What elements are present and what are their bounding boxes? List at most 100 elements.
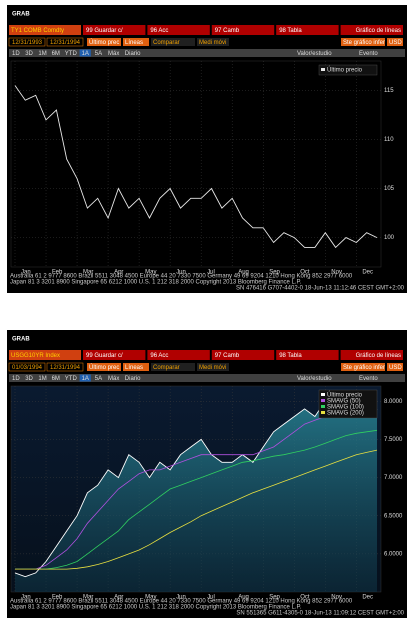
tool[interactable]: Evento — [359, 51, 378, 57]
toolbar-button[interactable] — [211, 25, 275, 35]
control[interactable] — [123, 38, 149, 46]
control-label[interactable]: USD — [389, 365, 402, 371]
control[interactable] — [341, 38, 385, 46]
toolbar-button[interactable] — [211, 350, 275, 360]
toolbar-button[interactable] — [276, 25, 339, 35]
tab[interactable]: 1M — [38, 376, 46, 382]
control[interactable] — [197, 38, 229, 46]
toolbar-button[interactable] — [147, 350, 210, 360]
control-label[interactable]: Último prec — [89, 364, 119, 371]
control[interactable] — [123, 363, 149, 371]
plot-background — [10, 60, 382, 268]
toolbar-label[interactable]: 99 Guardar c/ — [86, 353, 123, 359]
tab[interactable]: Máx — [108, 51, 119, 57]
y-tick-label: 6.5000 — [384, 513, 403, 519]
toolbar-button[interactable] — [340, 350, 403, 360]
control-label[interactable]: USD — [389, 40, 402, 46]
toolbar-label[interactable]: 96 Acc — [150, 353, 168, 359]
control-label[interactable]: Medi móvi — [199, 365, 226, 371]
control[interactable] — [387, 363, 403, 371]
tool[interactable]: Evento — [359, 376, 378, 382]
tab[interactable]: 6M — [52, 376, 60, 382]
tab[interactable]: Máx — [108, 376, 119, 382]
date[interactable]: 12/31/1993 — [12, 40, 43, 46]
control[interactable] — [151, 363, 195, 371]
tab-active — [79, 49, 91, 57]
tab[interactable]: 1A — [82, 51, 89, 57]
legend-swatch — [321, 405, 325, 408]
x-tick-label: Jul — [207, 595, 215, 601]
toolbar-label[interactable]: Gráfico de líneas — [356, 28, 401, 34]
tab[interactable]: 5A — [95, 376, 102, 382]
control-label[interactable]: Líneas — [125, 40, 143, 46]
control-label[interactable]: Comparar — [153, 365, 180, 371]
x-tick-label: Nov — [331, 270, 342, 276]
price-area — [15, 401, 377, 592]
toolbar-button[interactable] — [276, 350, 339, 360]
tab[interactable]: 1D — [12, 376, 20, 382]
tab[interactable]: Diario — [125, 376, 141, 382]
toolbar-button[interactable] — [147, 25, 210, 35]
toolbar-label[interactable]: Gráfico de líneas — [356, 353, 401, 359]
tab[interactable]: 6M — [52, 51, 60, 57]
control[interactable] — [87, 38, 121, 46]
window-title: GRAB — [12, 337, 30, 343]
tool[interactable]: Valor/estudio — [297, 51, 332, 57]
tool[interactable]: Valor/estudio — [297, 376, 332, 382]
date[interactable]: 01/03/1994 — [12, 365, 43, 371]
toolbar-label[interactable]: 96 Acc — [150, 28, 168, 34]
x-tick-label: Mar — [83, 270, 93, 276]
control[interactable] — [387, 38, 403, 46]
tab[interactable]: 3D — [25, 376, 33, 382]
x-tick-label: Jul — [207, 270, 215, 276]
toolbar-label[interactable]: 98 Tabla — [279, 28, 302, 34]
toolbar-button[interactable] — [83, 25, 146, 35]
toolbar-button[interactable] — [83, 350, 146, 360]
tab[interactable]: 1A — [82, 376, 89, 382]
control-label[interactable]: Último prec — [89, 39, 119, 46]
date-field[interactable] — [8, 37, 46, 47]
control-label[interactable]: Medi móvi — [199, 40, 226, 46]
y-tick-label: 100 — [384, 235, 395, 241]
date[interactable]: 12/31/1994 — [50, 365, 81, 371]
x-tick-label: May — [145, 270, 156, 276]
date-field[interactable] — [46, 362, 84, 372]
footer-line: SN 476416 G707-4402-0 18-Jun-13 11:12:46… — [236, 286, 405, 292]
legend-label: SMAVG (50) — [327, 398, 361, 404]
tab[interactable]: 3D — [25, 51, 33, 57]
tab[interactable]: 1D — [12, 51, 20, 57]
ticker[interactable]: USGG10YR Index — [11, 353, 60, 359]
control-label[interactable]: Ste gráfico infer — [343, 40, 385, 46]
tab-bar — [9, 49, 405, 57]
tab[interactable]: 1M — [38, 51, 46, 57]
legend-swatch — [321, 393, 325, 396]
toolbar-button[interactable] — [340, 25, 403, 35]
footer-line: Japan 81 3 3201 8900 Singapore 65 6212 1… — [10, 280, 302, 286]
series-line — [15, 429, 378, 570]
control[interactable] — [151, 38, 195, 46]
control[interactable] — [197, 363, 229, 371]
y-tick-label: 115 — [384, 88, 394, 94]
x-tick-label: Apr — [114, 595, 123, 601]
toolbar-label[interactable]: 97 Camb — [215, 353, 240, 359]
control[interactable] — [87, 363, 121, 371]
tab[interactable]: YTD — [65, 376, 78, 382]
x-tick-label: Sep — [269, 270, 280, 276]
date-field[interactable] — [46, 37, 84, 47]
control-label[interactable]: Líneas — [125, 365, 143, 371]
toolbar-label[interactable]: 98 Tabla — [279, 353, 302, 359]
tab[interactable]: YTD — [65, 51, 78, 57]
ticker[interactable]: TY1 COMB Comdty — [11, 28, 64, 34]
tab[interactable]: Diario — [125, 51, 141, 57]
series-line — [15, 449, 378, 570]
control-label[interactable]: Comparar — [153, 40, 180, 46]
control[interactable] — [341, 363, 385, 371]
date-field[interactable] — [8, 362, 46, 372]
control-label[interactable]: Ste gráfico infer — [343, 365, 385, 371]
toolbar-label[interactable]: 97 Camb — [215, 28, 240, 34]
tab[interactable]: 5A — [95, 51, 102, 57]
date[interactable]: 12/31/1994 — [50, 40, 81, 46]
x-tick-label: Feb — [52, 595, 63, 601]
series-line — [14, 85, 378, 249]
toolbar-label[interactable]: 99 Guardar c/ — [86, 28, 123, 34]
